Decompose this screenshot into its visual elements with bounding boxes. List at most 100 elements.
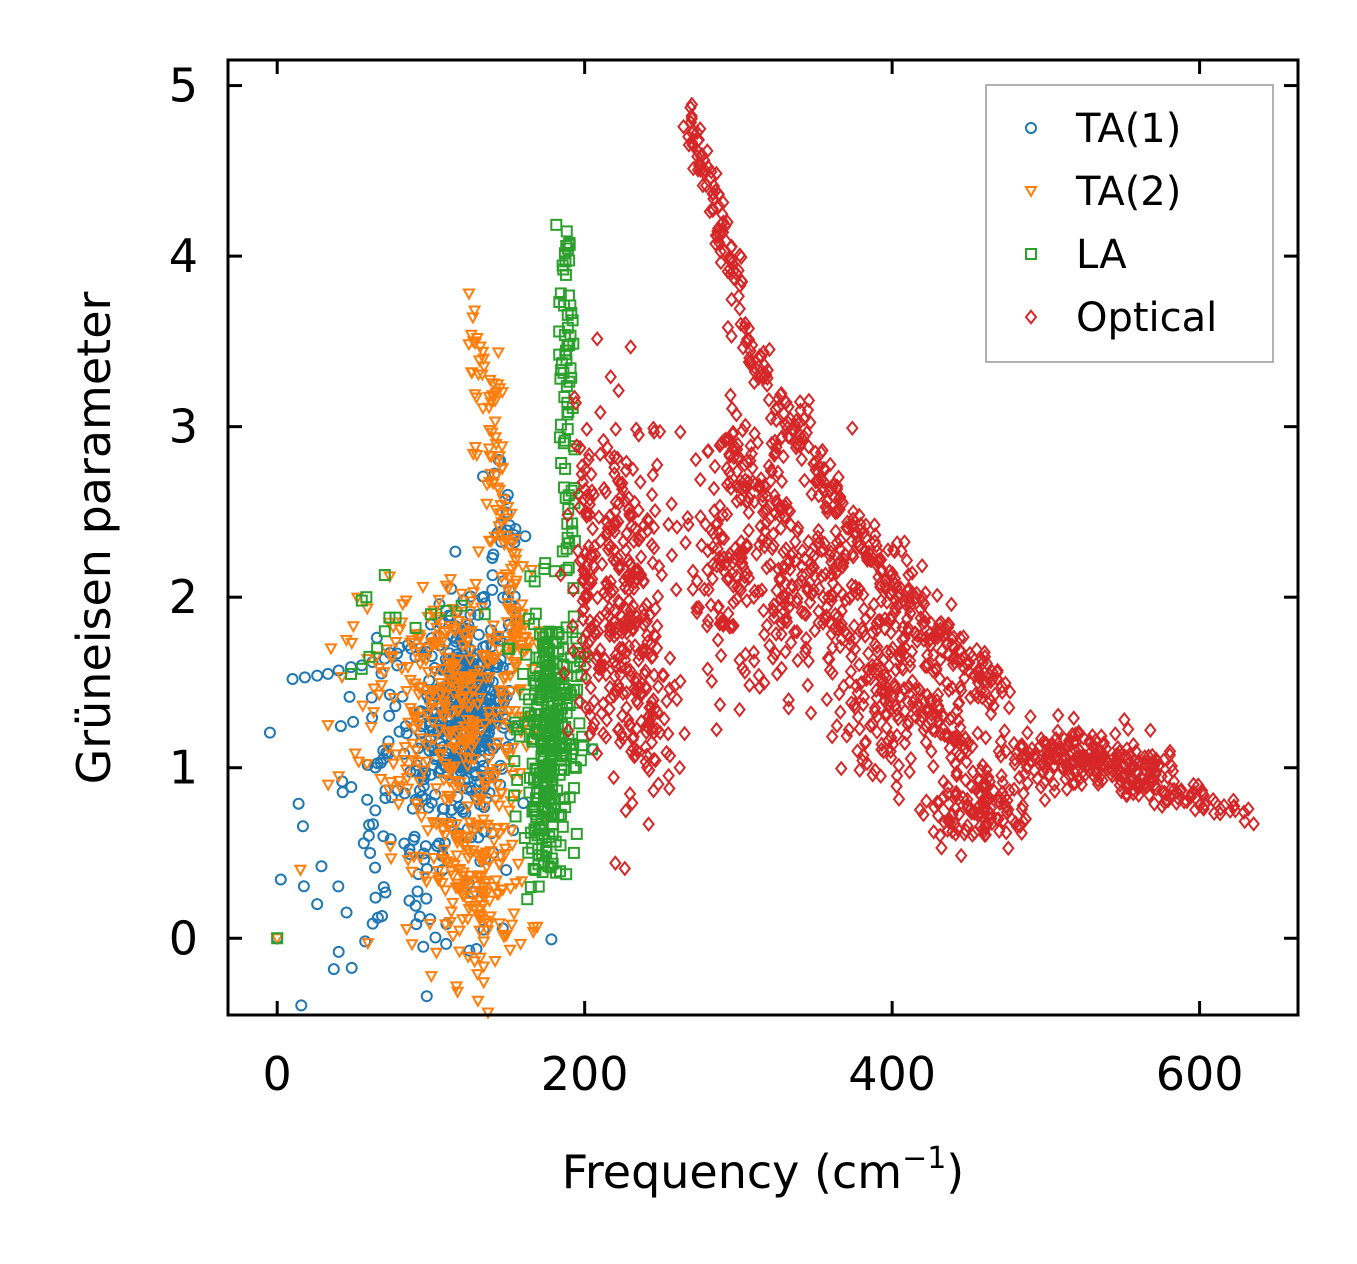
- data-point-ta-2-: [405, 939, 419, 952]
- data-point-optical: [641, 522, 654, 539]
- data-point-optical: [915, 557, 929, 574]
- data-point-ta-2-: [473, 692, 487, 705]
- data-point-optical: [724, 387, 737, 404]
- data-point-ta-2-: [476, 961, 491, 974]
- data-point-optical: [1142, 772, 1156, 789]
- data-point-ta-2-: [450, 681, 464, 694]
- data-point-ta-2-: [490, 455, 505, 468]
- data-point-optical: [594, 660, 607, 676]
- data-point-ta-2-: [476, 849, 490, 862]
- data-point-optical: [586, 520, 599, 537]
- data-point-ta-2-: [421, 612, 435, 625]
- data-point-optical: [845, 577, 859, 594]
- data-point-optical: [712, 198, 726, 215]
- data-point-optical: [795, 558, 809, 575]
- data-point-optical: [998, 789, 1012, 805]
- data-point-optical: [566, 582, 580, 599]
- data-point-ta-2-: [397, 754, 412, 767]
- data-point-optical: [843, 630, 857, 647]
- data-point-ta-2-: [492, 644, 506, 657]
- data-point-optical: [647, 424, 661, 440]
- data-point-ta-2-: [476, 353, 491, 366]
- data-point-optical: [1075, 776, 1088, 793]
- data-point-optical: [685, 108, 698, 124]
- data-point-optical: [952, 712, 965, 729]
- data-point-optical: [927, 758, 940, 775]
- data-point-optical: [809, 473, 822, 490]
- data-point-ta-2-: [492, 888, 506, 901]
- data-point-optical: [613, 734, 627, 751]
- data-point-optical: [941, 727, 955, 743]
- data-point-la: [529, 677, 542, 690]
- data-point-optical: [1127, 736, 1140, 753]
- data-point-optical: [609, 421, 623, 438]
- data-point-optical: [651, 678, 665, 695]
- data-point-optical: [723, 546, 737, 562]
- data-point-ta-2-: [477, 801, 492, 814]
- data-point-optical: [607, 628, 621, 644]
- data-point-optical: [660, 693, 673, 709]
- data-point-optical: [1003, 684, 1017, 700]
- data-point-optical: [630, 742, 644, 759]
- data-point-optical: [758, 538, 771, 555]
- data-point-ta-2-: [475, 771, 489, 784]
- data-point-ta-2-: [426, 817, 440, 830]
- data-point-optical: [609, 647, 623, 664]
- data-point-ta-1-: [357, 837, 370, 850]
- data-point-ta-2-: [459, 618, 474, 631]
- data-point-optical: [795, 451, 808, 468]
- data-point-optical: [846, 511, 860, 527]
- data-point-optical: [590, 647, 604, 664]
- data-point-ta-2-: [421, 667, 435, 680]
- data-point-optical: [652, 776, 665, 792]
- data-point-optical: [921, 647, 934, 664]
- data-point-optical: [782, 700, 795, 716]
- data-point-optical: [903, 658, 917, 674]
- data-point-optical: [713, 696, 727, 713]
- data-point-optical: [709, 517, 723, 533]
- data-point-la: [546, 818, 559, 831]
- data-point-optical: [725, 291, 738, 308]
- data-point-optical: [615, 707, 629, 724]
- data-point-ta-2-: [463, 645, 477, 658]
- data-point-ta-2-: [499, 569, 513, 582]
- data-point-optical: [1227, 792, 1240, 809]
- data-point-ta-2-: [505, 919, 519, 932]
- data-point-optical: [770, 439, 783, 455]
- data-point-ta-2-: [409, 798, 423, 811]
- data-point-optical: [615, 475, 629, 492]
- data-point-optical: [895, 641, 908, 658]
- data-point-la: [522, 846, 535, 859]
- data-point-optical: [760, 617, 774, 634]
- data-point-optical: [959, 730, 972, 747]
- data-point-optical: [658, 711, 671, 727]
- data-point-optical: [910, 585, 923, 602]
- data-point-ta-2-: [293, 864, 308, 877]
- data-point-ta-2-: [509, 661, 523, 674]
- data-point-optical: [612, 721, 626, 738]
- data-point-la: [527, 674, 540, 687]
- data-point-optical: [763, 510, 777, 527]
- data-point-ta-2-: [480, 498, 494, 511]
- data-point-optical: [760, 559, 773, 576]
- data-point-optical: [821, 500, 834, 517]
- data-point-la: [565, 306, 578, 319]
- data-point-optical: [901, 620, 915, 636]
- data-point-optical: [927, 824, 941, 840]
- data-point-ta-2-: [509, 554, 523, 567]
- data-point-ta-2-: [427, 734, 441, 747]
- data-point-optical: [603, 539, 617, 556]
- data-point-optical: [783, 503, 797, 519]
- data-point-optical: [704, 170, 718, 186]
- data-point-ta-2-: [486, 620, 501, 633]
- data-point-ta-2-: [453, 777, 468, 790]
- data-point-optical: [619, 644, 633, 661]
- data-point-optical: [1067, 734, 1080, 751]
- data-point-optical: [898, 534, 911, 550]
- data-point-la: [550, 704, 563, 717]
- data-point-optical: [647, 667, 661, 683]
- data-point-ta-2-: [429, 783, 444, 796]
- data-point-optical: [648, 502, 662, 519]
- data-point-optical: [721, 605, 735, 622]
- data-point-ta-2-: [435, 663, 450, 677]
